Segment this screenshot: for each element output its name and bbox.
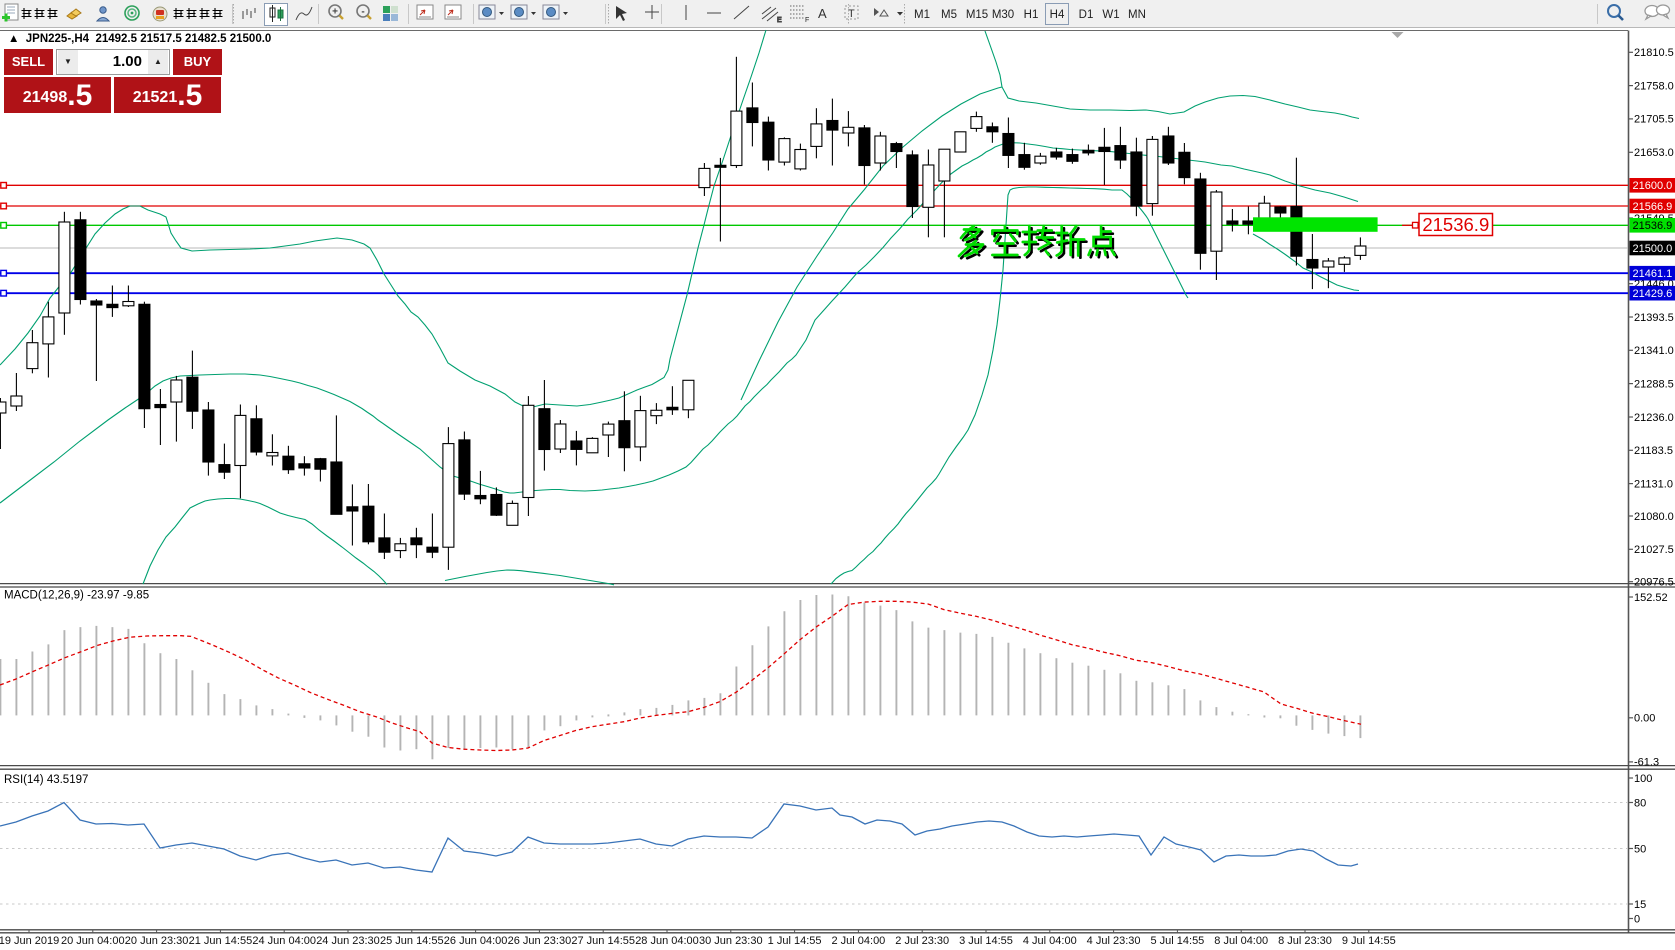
svg-text:26 Jun 04:00: 26 Jun 04:00 <box>444 935 508 947</box>
svg-text:-: - <box>361 7 364 18</box>
svg-text:26 Jun 23:30: 26 Jun 23:30 <box>508 935 572 947</box>
svg-text:28 Jun 04:00: 28 Jun 04:00 <box>635 935 699 947</box>
svg-text:2 Jul 04:00: 2 Jul 04:00 <box>831 935 885 947</box>
svg-text:D1: D1 <box>1079 9 1094 21</box>
svg-text:19 Jun 2019: 19 Jun 2019 <box>0 935 59 947</box>
svg-text:20 Jun 23:30: 20 Jun 23:30 <box>125 935 189 947</box>
svg-text:21566.9: 21566.9 <box>1633 201 1673 213</box>
svg-text:M1: M1 <box>914 9 930 21</box>
svg-text:21810.5: 21810.5 <box>1634 47 1674 59</box>
svg-text:0: 0 <box>1634 913 1640 925</box>
svg-text:-61.3: -61.3 <box>1634 757 1659 769</box>
svg-text:21236.0: 21236.0 <box>1634 412 1674 424</box>
svg-text:4 Jul 04:00: 4 Jul 04:00 <box>1023 935 1077 947</box>
svg-text:M5: M5 <box>941 9 957 21</box>
svg-text:21183.5: 21183.5 <box>1634 445 1673 457</box>
svg-text:A: A <box>818 6 827 21</box>
svg-text:21288.5: 21288.5 <box>1634 378 1674 390</box>
svg-text:25 Jun 14:55: 25 Jun 14:55 <box>380 935 444 947</box>
svg-text:2 Jul 23:30: 2 Jul 23:30 <box>895 935 949 947</box>
svg-text:24 Jun 04:00: 24 Jun 04:00 <box>252 935 316 947</box>
svg-text:5 Jul 14:55: 5 Jul 14:55 <box>1150 935 1204 947</box>
svg-text:21429.6: 21429.6 <box>1633 288 1673 300</box>
svg-text:4 Jul 23:30: 4 Jul 23:30 <box>1087 935 1141 947</box>
svg-text:21536.9: 21536.9 <box>1633 220 1673 232</box>
svg-text:27 Jun 14:55: 27 Jun 14:55 <box>571 935 635 947</box>
svg-text:21653.0: 21653.0 <box>1634 147 1674 159</box>
svg-text:21341.0: 21341.0 <box>1634 345 1674 357</box>
svg-text:H1: H1 <box>1024 9 1039 21</box>
svg-text:0.00: 0.00 <box>1634 713 1655 725</box>
svg-text:30 Jun 23:30: 30 Jun 23:30 <box>699 935 763 947</box>
svg-text:+: + <box>332 7 338 18</box>
svg-text:80: 80 <box>1634 797 1646 809</box>
svg-text:M30: M30 <box>992 9 1014 21</box>
svg-text:MN: MN <box>1128 9 1146 21</box>
svg-text:20976.5: 20976.5 <box>1634 577 1674 589</box>
svg-text:24 Jun 23:30: 24 Jun 23:30 <box>316 935 380 947</box>
svg-text:21080.0: 21080.0 <box>1634 511 1674 523</box>
svg-text:20 Jun 04:00: 20 Jun 04:00 <box>61 935 125 947</box>
svg-text:21131.0: 21131.0 <box>1634 478 1673 490</box>
svg-text:21536.9: 21536.9 <box>1422 214 1489 235</box>
svg-text:W1: W1 <box>1102 9 1119 21</box>
svg-text:E: E <box>777 17 782 24</box>
svg-text:1 Jul 14:55: 1 Jul 14:55 <box>768 935 822 947</box>
svg-text:21461.1: 21461.1 <box>1633 268 1673 280</box>
svg-text:9 Jul 14:55: 9 Jul 14:55 <box>1342 935 1396 947</box>
svg-text:RSI(14) 43.5197: RSI(14) 43.5197 <box>4 774 88 786</box>
svg-text:F: F <box>805 17 809 24</box>
svg-text:T: T <box>848 8 855 20</box>
svg-text:100: 100 <box>1634 773 1652 785</box>
svg-text:21758.0: 21758.0 <box>1634 80 1674 92</box>
svg-text:50: 50 <box>1634 843 1646 855</box>
svg-text:H4: H4 <box>1050 9 1065 21</box>
svg-text:21027.5: 21027.5 <box>1634 544 1674 556</box>
svg-text:8 Jul 23:30: 8 Jul 23:30 <box>1278 935 1332 947</box>
svg-text:21500.0: 21500.0 <box>1633 243 1673 255</box>
svg-text:8 Jul 04:00: 8 Jul 04:00 <box>1214 935 1268 947</box>
svg-text:3 Jul 14:55: 3 Jul 14:55 <box>959 935 1013 947</box>
svg-text:21705.5: 21705.5 <box>1634 114 1674 126</box>
svg-text:152.52: 152.52 <box>1634 592 1668 604</box>
svg-text:15: 15 <box>1634 899 1646 911</box>
svg-text:M15: M15 <box>966 9 988 21</box>
svg-text:21393.5: 21393.5 <box>1634 312 1674 324</box>
svg-text:MACD(12,26,9) -23.97 -9.85: MACD(12,26,9) -23.97 -9.85 <box>4 590 149 602</box>
svg-text:21 Jun 14:55: 21 Jun 14:55 <box>189 935 253 947</box>
svg-text:21600.0: 21600.0 <box>1633 180 1673 192</box>
